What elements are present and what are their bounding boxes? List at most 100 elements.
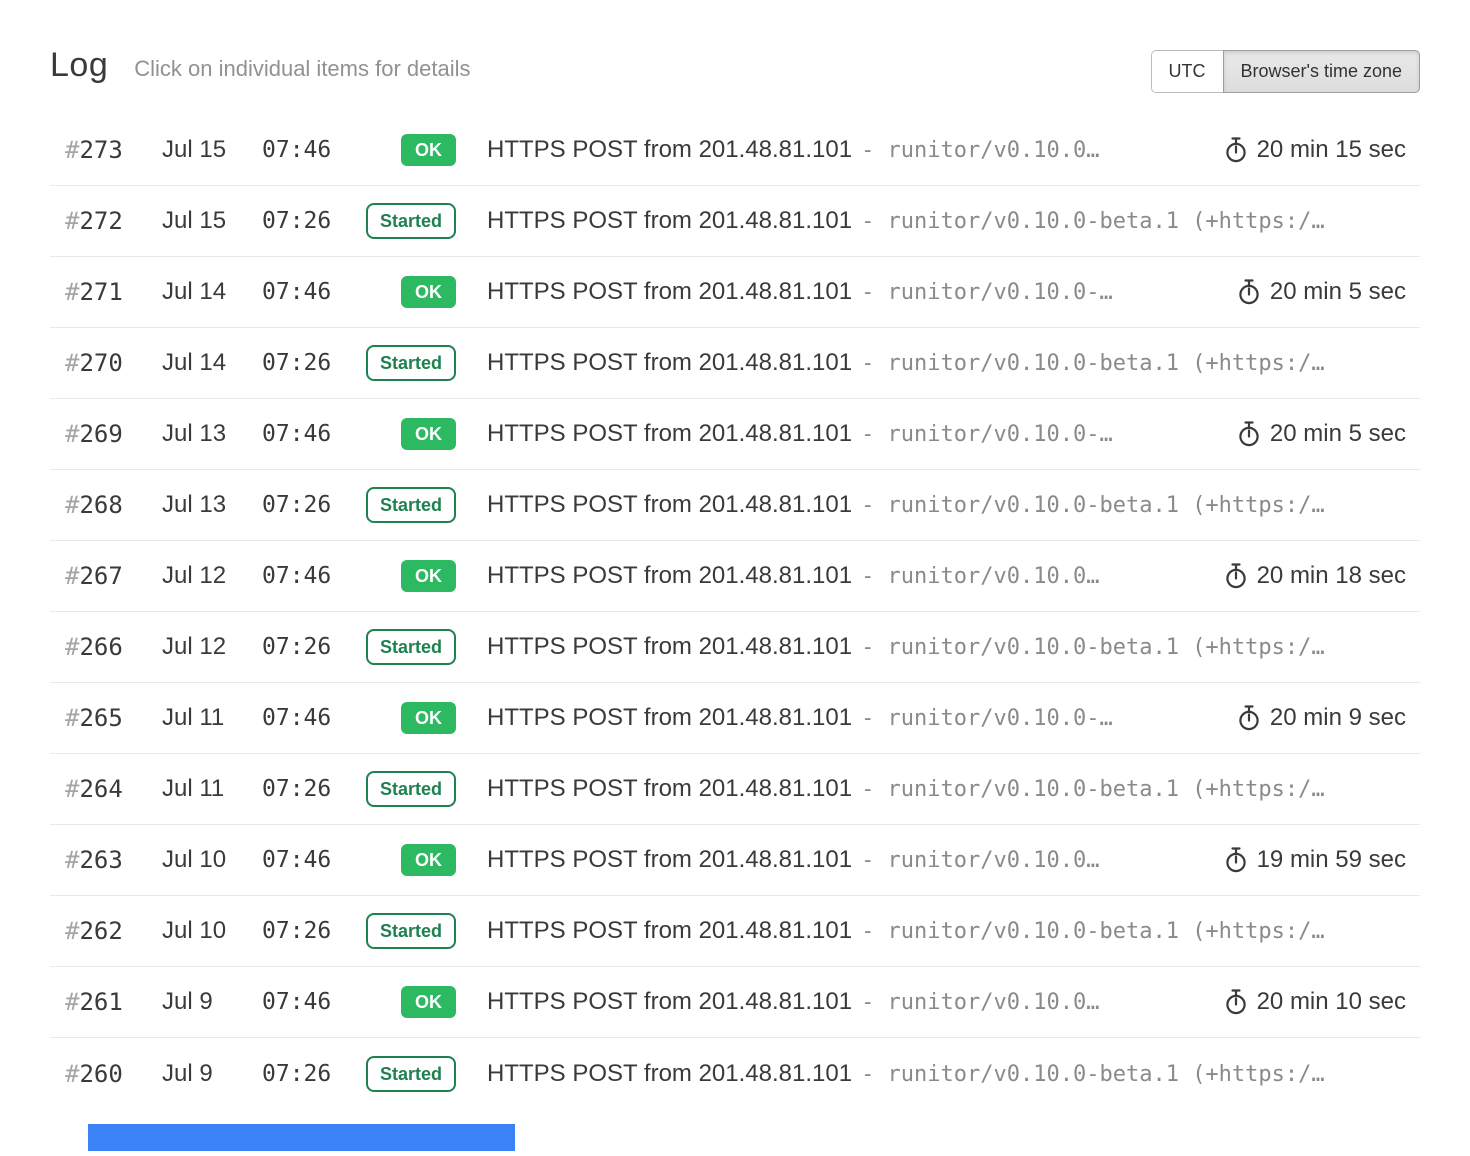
event-number-value: 267: [79, 562, 123, 590]
event-duration-label: 20 min 10 sec: [1256, 988, 1406, 1015]
event-number: #264: [65, 775, 162, 803]
event-time: 07:26: [262, 208, 332, 234]
status-badge-cell: OK: [341, 418, 456, 450]
event-duration: 20 min 9 sec: [1237, 704, 1406, 732]
event-agent: - runitor/v0.10.0…: [861, 990, 1100, 1015]
event-number: #267: [65, 562, 162, 590]
event-message: HTTPS POST from 201.48.81.101: [487, 1059, 853, 1087]
stopwatch-icon: [1237, 705, 1261, 731]
hash-prefix: #: [65, 136, 80, 164]
status-badge-cell: Started: [341, 487, 456, 523]
browser-timezone-button[interactable]: Browser's time zone: [1222, 50, 1420, 93]
utc-button[interactable]: UTC: [1150, 50, 1223, 93]
status-badge: OK: [401, 986, 456, 1018]
hash-prefix: #: [65, 207, 80, 235]
event-description: HTTPS POST from 201.48.81.101 - runitor/v…: [487, 633, 1406, 661]
event-description: HTTPS POST from 201.48.81.101 - runitor/v…: [487, 846, 1212, 874]
event-date: Jul 14: [162, 278, 227, 305]
page-title: Log: [50, 46, 109, 84]
log-row[interactable]: #270 Jul 14 07:26 Started HTTPS POST fro…: [50, 328, 1420, 399]
page-subtitle: Click on individual items for details: [134, 56, 471, 81]
event-agent: - runitor/v0.10.0-beta.1 (+https:/…: [861, 919, 1325, 944]
event-number: #268: [65, 491, 162, 519]
event-description: HTTPS POST from 201.48.81.101 - runitor/v…: [487, 775, 1406, 803]
log-row[interactable]: #269 Jul 13 07:46 OK HTTPS POST from 201…: [50, 399, 1420, 470]
status-badge: OK: [401, 418, 456, 450]
event-agent: - runitor/v0.10.0…: [861, 848, 1100, 873]
hash-prefix: #: [65, 420, 80, 448]
event-description: HTTPS POST from 201.48.81.101 - runitor/v…: [487, 562, 1212, 590]
loading-bar: [88, 1124, 515, 1151]
event-number-value: 268: [79, 491, 123, 519]
status-badge: OK: [401, 134, 456, 166]
log-row[interactable]: #262 Jul 10 07:26 Started HTTPS POST fro…: [50, 896, 1420, 967]
stopwatch-icon: [1237, 279, 1261, 305]
log-row[interactable]: #268 Jul 13 07:26 Started HTTPS POST fro…: [50, 470, 1420, 541]
log-row[interactable]: #271 Jul 14 07:46 OK HTTPS POST from 201…: [50, 257, 1420, 328]
status-badge: OK: [401, 844, 456, 876]
hash-prefix: #: [65, 988, 80, 1016]
event-number: #262: [65, 917, 162, 945]
event-duration-label: 20 min 15 sec: [1256, 136, 1406, 163]
event-date: Jul 12: [162, 633, 227, 660]
event-number: #272: [65, 207, 162, 235]
event-time: 07:46: [262, 279, 332, 305]
event-agent: - runitor/v0.10.0-…: [861, 706, 1113, 731]
log-row[interactable]: #264 Jul 11 07:26 Started HTTPS POST fro…: [50, 754, 1420, 825]
hash-prefix: #: [65, 1059, 80, 1088]
event-number-value: 271: [79, 278, 123, 306]
stopwatch-icon: [1224, 137, 1248, 163]
log-row[interactable]: #261 Jul 9 07:46 OK HTTPS POST from 201.…: [50, 967, 1420, 1038]
event-time: 07:46: [262, 563, 332, 589]
event-description: HTTPS POST from 201.48.81.101 - runitor/v…: [487, 349, 1406, 377]
event-duration-label: 19 min 59 sec: [1256, 846, 1406, 873]
event-number-value: 263: [79, 846, 123, 874]
event-message: HTTPS POST from 201.48.81.101: [487, 349, 853, 376]
event-number-value: 264: [79, 775, 123, 803]
event-message: HTTPS POST from 201.48.81.101: [487, 846, 853, 873]
event-time: 07:46: [262, 137, 332, 163]
event-date: Jul 14: [162, 349, 227, 376]
event-date: Jul 13: [162, 491, 227, 518]
event-number: #270: [65, 349, 162, 377]
event-duration: 20 min 5 sec: [1237, 420, 1406, 448]
event-time: 07:46: [262, 421, 332, 447]
event-message: HTTPS POST from 201.48.81.101: [487, 491, 853, 518]
event-agent: - runitor/v0.10.0-beta.1 (+https:/…: [861, 1061, 1325, 1087]
log-row[interactable]: #265 Jul 11 07:46 OK HTTPS POST from 201…: [50, 683, 1420, 754]
event-number: #271: [65, 278, 162, 306]
status-badge-cell: Started: [341, 203, 456, 239]
log-row[interactable]: #272 Jul 15 07:26 Started HTTPS POST fro…: [50, 186, 1420, 257]
event-message: HTTPS POST from 201.48.81.101: [487, 420, 853, 447]
hash-prefix: #: [65, 562, 80, 590]
log-row[interactable]: #273 Jul 15 07:46 OK HTTPS POST from 201…: [50, 115, 1420, 186]
status-badge-cell: OK: [341, 134, 456, 166]
event-duration: 19 min 59 sec: [1224, 846, 1406, 874]
event-time: 07:26: [262, 918, 332, 944]
status-badge-cell: OK: [341, 986, 456, 1018]
event-message: HTTPS POST from 201.48.81.101: [487, 917, 853, 944]
event-description: HTTPS POST from 201.48.81.101 - runitor/v…: [487, 207, 1406, 235]
log-row[interactable]: #263 Jul 10 07:46 OK HTTPS POST from 201…: [50, 825, 1420, 896]
event-number: #260: [65, 1060, 162, 1088]
event-date: Jul 9: [162, 988, 213, 1015]
event-message: HTTPS POST from 201.48.81.101: [487, 775, 853, 802]
event-agent: - runitor/v0.10.0…: [861, 138, 1100, 163]
event-message: HTTPS POST from 201.48.81.101: [487, 207, 853, 234]
status-badge: OK: [401, 560, 456, 592]
event-agent: - runitor/v0.10.0-beta.1 (+https:/…: [861, 493, 1325, 518]
event-agent: - runitor/v0.10.0…: [861, 564, 1100, 589]
event-duration: 20 min 5 sec: [1237, 278, 1406, 306]
log-row[interactable]: #267 Jul 12 07:46 OK HTTPS POST from 201…: [50, 541, 1420, 612]
event-duration: 20 min 10 sec: [1224, 988, 1406, 1016]
event-message: HTTPS POST from 201.48.81.101: [487, 278, 853, 305]
status-badge-cell: OK: [341, 844, 456, 876]
event-date: Jul 12: [162, 562, 227, 589]
event-number-value: 272: [79, 207, 123, 235]
event-number-value: 266: [79, 633, 123, 661]
hash-prefix: #: [65, 917, 80, 945]
event-agent: - runitor/v0.10.0-…: [861, 280, 1113, 305]
log-row[interactable]: #266 Jul 12 07:26 Started HTTPS POST fro…: [50, 612, 1420, 683]
event-duration-label: 20 min 5 sec: [1269, 278, 1406, 305]
log-row[interactable]: #260 Jul 9 07:26 Started HTTPS POST from…: [50, 1038, 1420, 1109]
